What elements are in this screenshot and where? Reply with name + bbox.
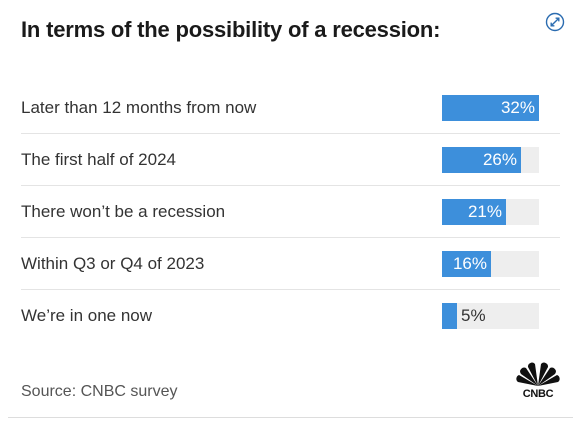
bar-track: 26% xyxy=(442,146,539,173)
bar-row: There won’t be a recession 21% xyxy=(21,186,560,238)
bar-track: 16% xyxy=(442,250,539,277)
value-label: 16% xyxy=(452,253,487,273)
category-label: Later than 12 months from now xyxy=(21,97,257,117)
bar xyxy=(442,198,506,225)
value-label: 21% xyxy=(467,201,502,221)
bottom-divider xyxy=(8,417,573,418)
value-label: 26% xyxy=(482,149,517,169)
expand-icon[interactable] xyxy=(545,12,565,32)
bar-rows: Later than 12 months from now 32% The firs… xyxy=(21,82,560,341)
bar-row: The first half of 2024 26% xyxy=(21,134,560,186)
bar xyxy=(442,250,491,277)
bar-track: 21% xyxy=(442,198,539,225)
bar xyxy=(442,94,539,121)
chart-title: In terms of the possibility of a recessi… xyxy=(21,17,441,42)
bar-track: 5% xyxy=(442,302,539,329)
source-note: Source: CNBC survey xyxy=(21,383,178,400)
bar-track: 32% xyxy=(442,94,539,121)
bar-row: Within Q3 or Q4 of 2023 16% xyxy=(21,238,560,290)
bar xyxy=(442,146,521,173)
category-label: Within Q3 or Q4 of 2023 xyxy=(21,253,205,273)
bar-row: Later than 12 months from now 32% xyxy=(21,82,560,134)
logo-text: CNBC xyxy=(522,388,554,400)
bar xyxy=(442,302,457,329)
cnbc-logo: CNBC xyxy=(514,362,562,400)
value-label: 5% xyxy=(461,305,486,325)
value-label: 32% xyxy=(500,97,535,117)
category-label: The first half of 2024 xyxy=(21,149,176,169)
category-label: There won’t be a recession xyxy=(21,201,226,221)
category-label: We’re in one now xyxy=(21,305,153,325)
bar-row: We’re in one now 5% xyxy=(21,290,560,341)
